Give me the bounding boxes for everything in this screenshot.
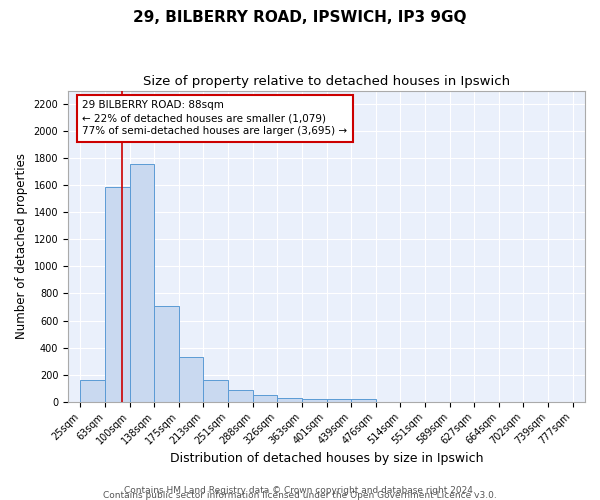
Bar — [253, 395, 277, 402]
Bar — [106, 186, 130, 402]
Bar — [277, 398, 302, 402]
Y-axis label: Number of detached properties: Number of detached properties — [15, 153, 28, 339]
Bar — [203, 380, 229, 402]
Text: Contains public sector information licensed under the Open Government Licence v3: Contains public sector information licen… — [103, 491, 497, 500]
Text: 29, BILBERRY ROAD, IPSWICH, IP3 9GQ: 29, BILBERRY ROAD, IPSWICH, IP3 9GQ — [133, 10, 467, 25]
Bar — [130, 164, 154, 402]
Bar — [352, 400, 376, 402]
Bar — [154, 306, 179, 402]
Bar — [179, 357, 203, 402]
Text: Contains HM Land Registry data © Crown copyright and database right 2024.: Contains HM Land Registry data © Crown c… — [124, 486, 476, 495]
Bar — [326, 399, 352, 402]
Bar — [80, 380, 106, 402]
Bar — [229, 390, 253, 402]
Text: 29 BILBERRY ROAD: 88sqm
← 22% of detached houses are smaller (1,079)
77% of semi: 29 BILBERRY ROAD: 88sqm ← 22% of detache… — [82, 100, 347, 136]
X-axis label: Distribution of detached houses by size in Ipswich: Distribution of detached houses by size … — [170, 452, 483, 465]
Bar — [302, 398, 326, 402]
Title: Size of property relative to detached houses in Ipswich: Size of property relative to detached ho… — [143, 75, 510, 88]
